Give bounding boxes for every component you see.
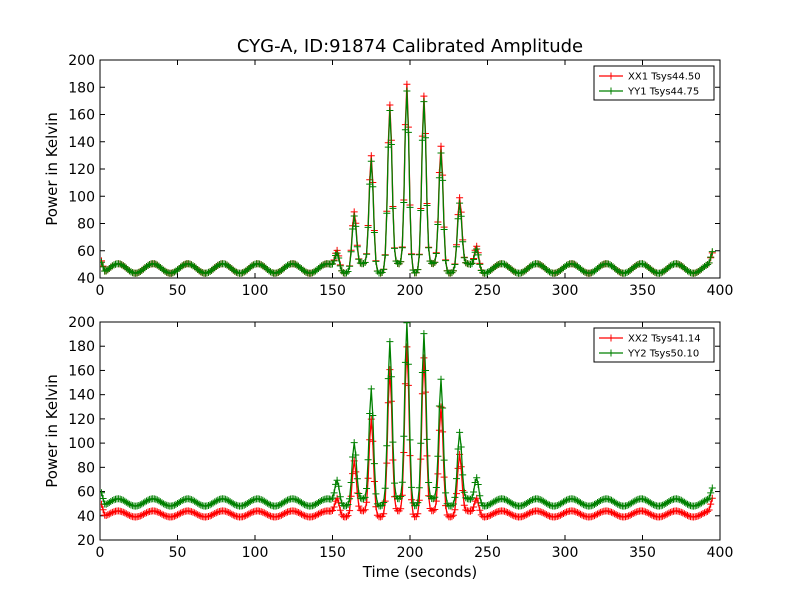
top-ytick-label: 100 <box>68 189 95 205</box>
top-ytick-label: 140 <box>68 135 95 151</box>
chart-title: CYG-A, ID:91874 Calibrated Amplitude <box>237 36 583 57</box>
bottom-xtick-label: 400 <box>707 545 734 561</box>
plot-top: 0 50 100 150 200 250 300 350 400 40 60 80 100 120 140 1… <box>43 53 733 299</box>
bottom-legend-marker-0 <box>607 334 615 342</box>
top-ylabel: Power in Kelvin <box>43 112 61 226</box>
bottom-ylabel: Power in Kelvin <box>43 374 61 488</box>
top-xtick-label: 100 <box>242 283 269 299</box>
top-ytick-label: 40 <box>77 271 95 287</box>
top-xtick-label: 0 <box>96 283 105 299</box>
top-legend: XX1 Tsys44.50 YY1 Tsys44.75 <box>593 65 715 101</box>
bottom-series-group <box>100 322 716 521</box>
bottom-xlabel: Time (seconds) <box>362 563 478 581</box>
bottom-ytick-label: 160 <box>68 363 95 379</box>
top-legend-box <box>593 65 715 101</box>
bottom-ytick-label: 180 <box>68 339 95 355</box>
bottom-xtick-label: 300 <box>552 545 579 561</box>
top-ytick-label: 200 <box>68 53 95 69</box>
bottom-xtick-label: 100 <box>242 545 269 561</box>
top-legend-label-1: YY1 Tsys44.75 <box>627 87 699 98</box>
bottom-ytick-label: 120 <box>68 412 95 428</box>
bottom-xtick-label: 200 <box>397 545 424 561</box>
top-legend-marker-0 <box>607 72 615 80</box>
top-series-markers-1 <box>100 87 716 277</box>
bottom-ytick-label: 60 <box>77 485 95 501</box>
top-legend-marker-1 <box>607 87 615 95</box>
top-ytick-label: 80 <box>77 217 95 233</box>
bottom-xtick-label: 0 <box>96 545 105 561</box>
bottom-legend-label-1: YY2 Tsys50.10 <box>627 349 699 360</box>
top-ytick-label: 180 <box>68 80 95 96</box>
plot-bottom: 0 50 100 150 200 250 300 350 400 20 40 60 80 100 120 14… <box>43 315 733 581</box>
bottom-xtick-label: 150 <box>319 545 346 561</box>
bottom-legend-label-0: XX2 Tsys41.14 <box>628 334 701 345</box>
bottom-ytick-label: 40 <box>77 509 95 525</box>
top-series-group <box>100 80 716 277</box>
bottom-legend-box <box>593 327 715 363</box>
top-legend-label-0: XX1 Tsys44.50 <box>628 72 701 83</box>
bottom-ytick-label: 20 <box>77 533 95 549</box>
top-xtick-label: 350 <box>629 283 656 299</box>
bottom-xtick-label: 350 <box>629 545 656 561</box>
bottom-ytick-label: 140 <box>68 388 95 404</box>
bottom-xtick-label: 50 <box>169 545 187 561</box>
top-xtick-label: 250 <box>474 283 501 299</box>
bottom-ytick-label: 80 <box>77 460 95 476</box>
top-xtick-label: 400 <box>707 283 734 299</box>
top-ytick-label: 120 <box>68 162 95 178</box>
top-ytick-label: 60 <box>77 244 95 260</box>
bottom-xtick-label: 250 <box>474 545 501 561</box>
top-xtick-label: 150 <box>319 283 346 299</box>
bottom-ytick-label: 200 <box>68 315 95 331</box>
bottom-legend-marker-1 <box>607 349 615 357</box>
bottom-series-markers-1 <box>100 322 716 510</box>
bottom-ytick-label: 100 <box>68 436 95 452</box>
top-xtick-label: 50 <box>169 283 187 299</box>
bottom-legend: XX2 Tsys41.14 YY2 Tsys50.10 <box>593 327 715 363</box>
top-ytick-label: 160 <box>68 108 95 124</box>
top-xtick-label: 200 <box>397 283 424 299</box>
top-xtick-label: 300 <box>552 283 579 299</box>
